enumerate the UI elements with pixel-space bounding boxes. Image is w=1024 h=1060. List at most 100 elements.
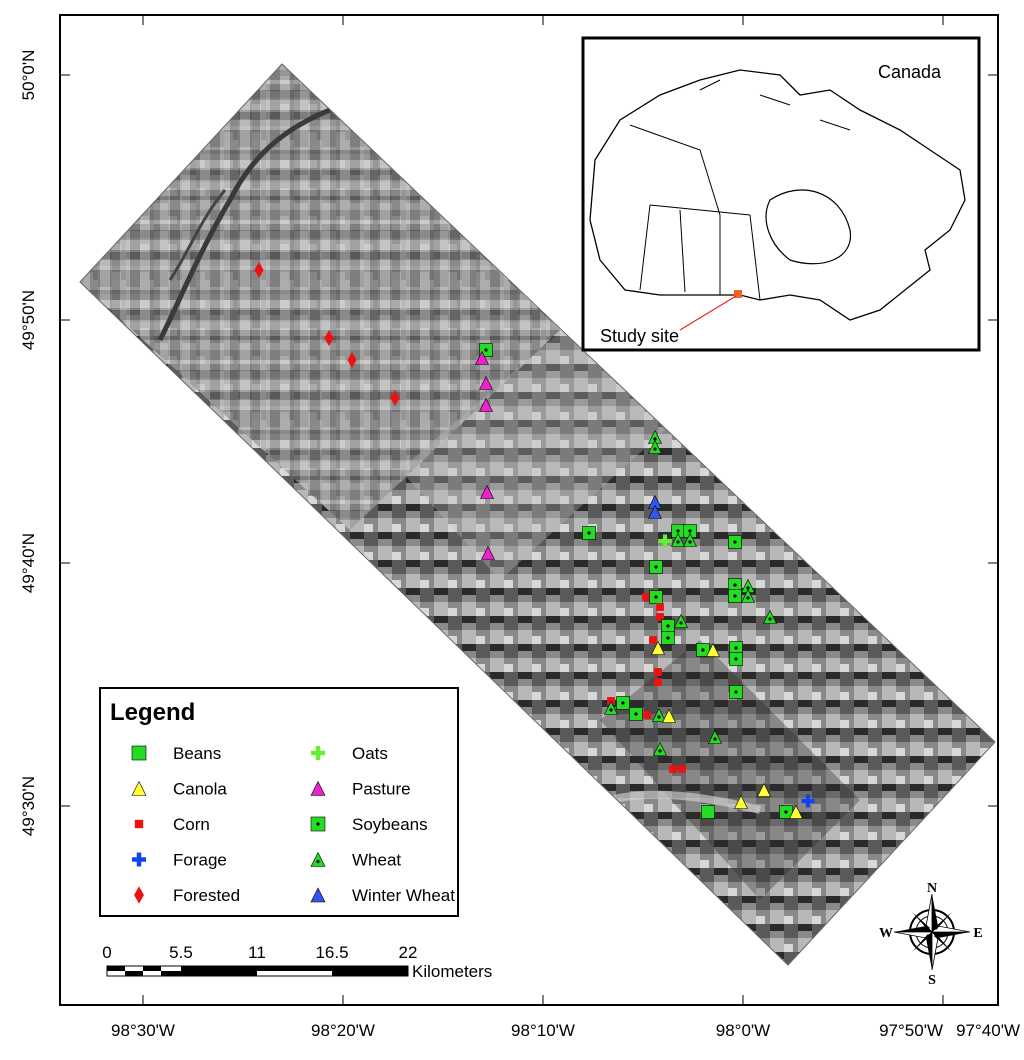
marker-soybeans: [616, 696, 630, 710]
marker-corn: [649, 636, 657, 644]
marker-soybeans: [649, 590, 663, 604]
scale-label-22: 22: [399, 943, 418, 962]
marker-beans: [701, 805, 715, 819]
marker-pasture: [475, 350, 489, 365]
study-site-marker: [734, 290, 742, 298]
marker-winter-wheat: [648, 504, 662, 519]
marker-soybeans: [661, 631, 675, 645]
marker-soybeans: [582, 526, 596, 540]
legend-label-pasture: Pasture: [352, 780, 411, 799]
compass-e: E: [973, 926, 982, 941]
marker-corn: [654, 678, 662, 686]
scale-label-0: 0: [102, 943, 111, 962]
marker-pasture: [479, 397, 493, 412]
legend-symbol-canola: [131, 780, 147, 796]
marker-pasture: [481, 545, 495, 560]
marker-wheat: [653, 741, 667, 756]
legend-symbol-oats: [311, 746, 325, 760]
legend-label-wheat: Wheat: [352, 851, 401, 870]
legend: Legend Beans Canola Corn Forage Forested Oats…: [99, 687, 459, 917]
lon-label-98-20: 98°20'W: [311, 1021, 375, 1040]
legend-label-soybeans: Soybeans: [352, 815, 428, 834]
marker-pasture: [480, 484, 494, 499]
compass-rose-icon: N S E W: [879, 881, 983, 988]
legend-label-canola: Canola: [173, 780, 227, 799]
scale-label-11: 11: [248, 943, 266, 962]
marker-wheat: [652, 707, 666, 722]
marker-canola: [757, 782, 771, 797]
inset-map: Canada Study site: [581, 36, 981, 352]
inset-country-label: Canada: [878, 62, 942, 82]
marker-wheat: [648, 429, 662, 444]
marker-wheat: [674, 613, 688, 628]
marker-canola: [651, 640, 665, 655]
lat-label-49-50: 49°50'N: [19, 290, 38, 350]
lon-label-98-30: 98°30'W: [111, 1021, 175, 1040]
lat-label-49-40: 49°40'N: [19, 533, 38, 593]
marker-canola: [706, 642, 720, 657]
marker-corn: [656, 603, 664, 611]
legend-label-beans: Beans: [173, 744, 221, 763]
legend-label-forage: Forage: [173, 851, 227, 870]
legend-symbol-forested: [134, 886, 144, 904]
legend-symbol-soybeans: [310, 816, 326, 832]
marker-wheat: [683, 532, 697, 547]
scale-label-5-5: 5.5: [169, 943, 193, 962]
lat-label-50-0: 50°0'N: [19, 50, 38, 101]
inset-site-label: Study site: [600, 326, 679, 346]
marker-forested: [390, 389, 400, 407]
marker-soybeans: [779, 805, 793, 819]
legend-symbol-beans: [131, 745, 147, 761]
marker-soybeans: [661, 619, 675, 633]
marker-corn: [656, 613, 664, 621]
marker-wheat: [741, 588, 755, 603]
field-markers: [254, 261, 815, 819]
legend-symbol-pasture: [310, 780, 326, 796]
legend-symbol-corn: [134, 819, 144, 829]
marker-corn: [642, 593, 650, 601]
canada-outline: [589, 69, 966, 321]
marker-soybeans: [696, 643, 710, 657]
marker-corn: [669, 765, 677, 773]
lon-label-98-10: 98°10'W: [511, 1021, 575, 1040]
marker-wheat: [708, 729, 722, 744]
marker-corn: [654, 668, 662, 676]
marker-corn: [678, 765, 686, 773]
marker-forage: [801, 794, 815, 808]
compass-s: S: [928, 973, 936, 988]
lat-label-49-30: 49°30'N: [19, 776, 38, 836]
marker-canola: [789, 804, 803, 819]
legend-label-oats: Oats: [352, 744, 388, 763]
scale-unit: Kilometers: [412, 962, 492, 981]
marker-soybeans: [728, 535, 742, 549]
compass-w: W: [879, 926, 893, 941]
legend-label-forested: Forested: [173, 886, 240, 905]
marker-soybeans: [729, 685, 743, 699]
frame-ticks: [60, 15, 998, 1005]
marker-oats: [658, 534, 672, 548]
lon-label-97-40: 97°40'W: [956, 1021, 1020, 1040]
legend-label-corn: Corn: [173, 815, 210, 834]
marker-soybeans: [728, 589, 742, 603]
study-site-arrow: [679, 295, 737, 331]
marker-wheat: [604, 700, 618, 715]
marker-canola: [662, 708, 676, 723]
marker-soybeans: [729, 652, 743, 666]
marker-forested: [324, 329, 334, 347]
legend-symbol-winter-wheat: [310, 887, 326, 903]
marker-wheat: [671, 532, 685, 547]
scale-label-16-5: 16.5: [315, 943, 348, 962]
marker-pasture: [479, 375, 493, 390]
marker-wheat: [763, 609, 777, 624]
lon-label-97-50: 97°50'W: [879, 1021, 943, 1040]
compass-n: N: [927, 881, 937, 896]
scale-bar: 0 5.5 11 16.5 22 Kilometers: [102, 943, 492, 981]
legend-label-winter-wheat: Winter Wheat: [352, 886, 455, 905]
marker-soybeans: [649, 560, 663, 574]
legend-symbol-wheat: [310, 851, 326, 867]
marker-forested: [254, 261, 264, 279]
marker-corn: [643, 711, 651, 719]
lon-label-98-0: 98°0'W: [716, 1021, 770, 1040]
marker-canola: [734, 794, 748, 809]
